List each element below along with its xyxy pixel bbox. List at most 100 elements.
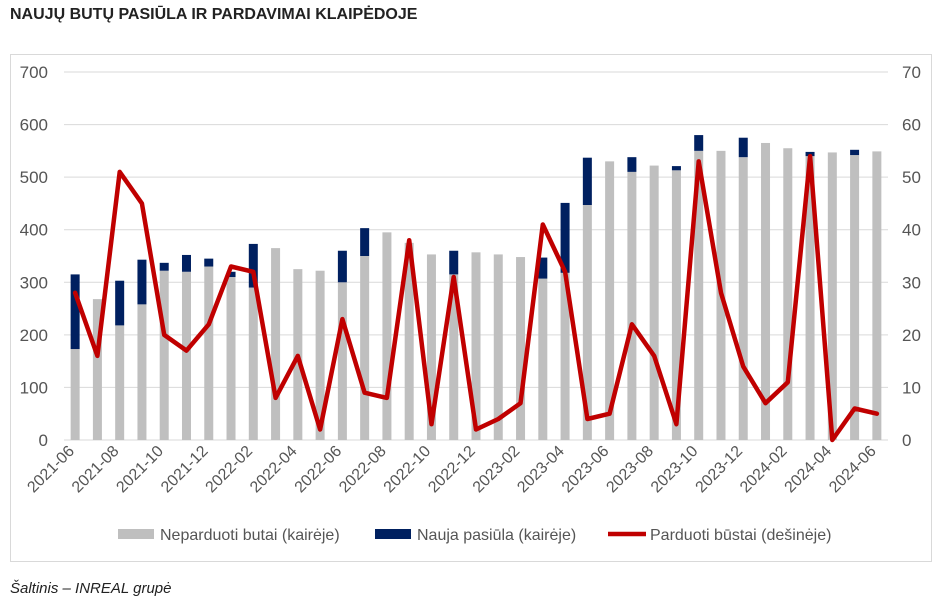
bar-new-supply (248, 243, 258, 288)
legend-sold: Parduoti būstai (dešinėje) (608, 527, 831, 544)
bar-unsold (137, 304, 147, 440)
x-tick-label: 2021-10 (114, 443, 168, 497)
bar-unsold (271, 248, 281, 440)
sold-line (72, 153, 880, 443)
y-right-tick-label: 20 (902, 326, 921, 345)
bar-unsold (159, 270, 169, 440)
bar-unsold (538, 278, 548, 440)
x-tick-label: 2021-06 (24, 443, 78, 497)
bar-new-supply (627, 157, 637, 172)
x-tick-label: 2024-02 (737, 443, 791, 497)
bar-new-supply (360, 228, 370, 256)
bar-unsold (582, 205, 592, 440)
x-tick-label: 2022-06 (292, 443, 346, 497)
bar-new-supply (671, 166, 681, 171)
bar-unsold (627, 171, 637, 440)
bar-unsold (204, 266, 214, 440)
x-tick-label: 2022-10 (381, 443, 435, 497)
y-right-tick-label: 0 (902, 431, 911, 450)
bar-new-supply (850, 149, 860, 156)
bar-new-supply (137, 259, 147, 305)
bar-unsold (738, 157, 748, 440)
bar-unsold (783, 148, 793, 440)
legend-label: Nauja pasiūla (kairėje) (417, 527, 576, 544)
y-left-tick-label: 0 (39, 431, 48, 450)
bar-new-supply (538, 257, 548, 279)
bar-new-supply (560, 202, 570, 273)
y-right-tick-label: 70 (902, 63, 921, 82)
bar-unsold (560, 272, 570, 440)
y-axis-right: 0 10 20 30 40 50 60 70 (902, 63, 921, 450)
legend-swatch (375, 529, 411, 539)
x-tick-label: 2023-10 (648, 443, 702, 497)
bar-new-supply (738, 137, 748, 158)
chart-frame (10, 54, 932, 562)
bar-unsold (694, 150, 704, 440)
y-left-tick-label: 200 (20, 326, 48, 345)
chart-title: NAUJŲ BUTŲ PASIŪLA IR PARDAVIMAI KLAIPĖD… (10, 6, 418, 23)
legend-swatch (118, 529, 154, 539)
bar-unsold (248, 287, 258, 440)
line-sold (72, 153, 880, 443)
x-tick-label: 2023-12 (693, 443, 747, 497)
bar-unsold (805, 156, 815, 440)
bar-unsold (70, 349, 80, 440)
y-right-tick-label: 30 (902, 273, 921, 292)
bar-unsold (426, 254, 436, 440)
bar-new-supply (115, 280, 125, 326)
x-tick-label: 2023-04 (514, 443, 568, 497)
bar-unsold (382, 232, 392, 440)
y-left-tick-label: 500 (20, 168, 48, 187)
y-left-tick-label: 600 (20, 116, 48, 135)
bar-unsold (337, 282, 347, 440)
bar-new-supply (337, 250, 347, 283)
bar-new-supply (226, 271, 236, 278)
y-left-tick-label: 700 (20, 63, 48, 82)
bar-unsold (493, 254, 503, 440)
bar-new-supply (582, 157, 592, 206)
bar-unsold (449, 274, 459, 440)
legend-unsold: Neparduoti butai (kairėje) (118, 527, 340, 544)
bar-unsold (605, 161, 615, 440)
x-tick-label: 2022-08 (336, 443, 390, 497)
x-tick-label: 2021-12 (158, 443, 212, 497)
bar-unsold (761, 142, 771, 440)
bar-unsold (92, 299, 102, 440)
bar-new-supply (70, 274, 80, 350)
bar-unsold (226, 277, 236, 440)
bar-new-supply (181, 254, 191, 272)
y-left-tick-label: 100 (20, 378, 48, 397)
bar-new-supply (159, 262, 169, 271)
bar-unsold (671, 170, 681, 440)
x-tick-label: 2023-02 (470, 443, 524, 497)
bar-unsold (115, 325, 125, 440)
y-right-tick-label: 40 (902, 221, 921, 240)
bar-unsold (872, 151, 882, 440)
x-tick-label: 2022-12 (425, 443, 479, 497)
y-right-tick-label: 10 (902, 378, 921, 397)
bar-unsold (181, 271, 191, 440)
y-right-tick-label: 60 (902, 116, 921, 135)
x-tick-label: 2022-04 (247, 443, 301, 497)
x-tick-label: 2023-06 (559, 443, 613, 497)
bar-unsold (850, 155, 860, 440)
legend: Neparduoti butai (kairėje) Nauja pasiūla … (118, 527, 831, 544)
y-axis-left: 0 100 200 300 400 500 600 700 (20, 63, 48, 450)
bar-new-supply (449, 250, 459, 275)
bar-unsold (649, 165, 659, 440)
y-left-tick-label: 400 (20, 221, 48, 240)
legend-label: Parduoti būstai (dešinėje) (650, 527, 831, 544)
bar-new-supply (694, 135, 704, 151)
bars (70, 135, 882, 441)
y-right-tick-label: 50 (902, 168, 921, 187)
bar-unsold (404, 242, 414, 440)
x-tick-label: 2023-08 (603, 443, 657, 497)
x-axis: 2021-062021-082021-102021-122022-022022-… (24, 443, 879, 497)
x-tick-label: 2022-02 (203, 443, 257, 497)
bar-new-supply (204, 258, 214, 267)
bar-unsold (315, 270, 325, 440)
x-tick-label: 2024-04 (782, 443, 836, 497)
legend-label: Neparduoti butai (kairėje) (160, 527, 340, 544)
source-note: Šaltinis – INREAL grupė (10, 580, 172, 597)
